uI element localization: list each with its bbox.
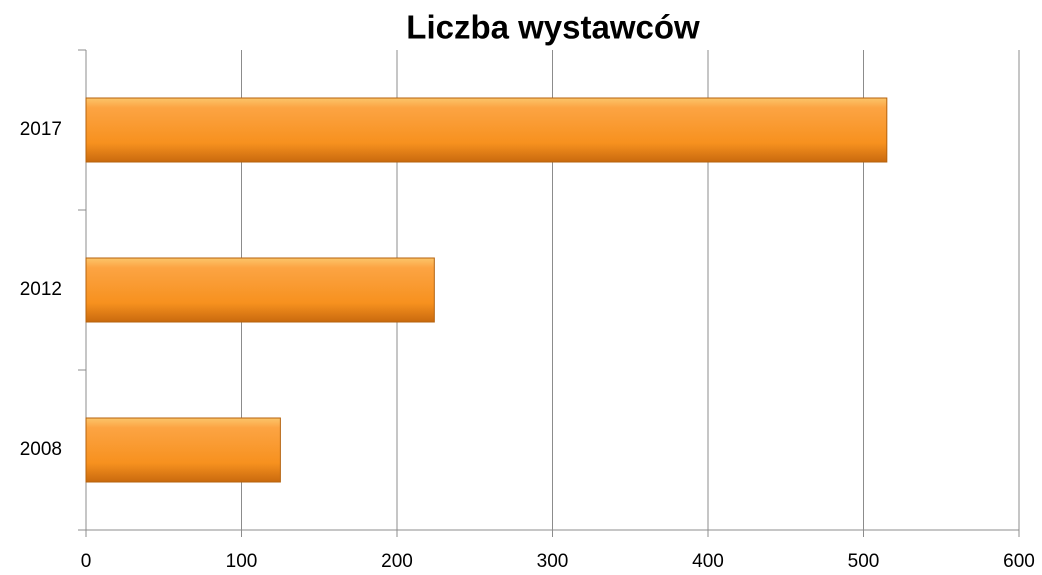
bar [85,257,435,323]
bar [85,417,281,483]
x-tick-label: 500 [848,551,880,572]
x-tick-label: 600 [1003,551,1035,572]
x-tick-label: 300 [537,551,569,572]
y-tick-label: 2012 [20,279,62,300]
x-tick-label: 200 [381,551,413,572]
y-tick-label: 2017 [20,119,62,140]
chart-title: Liczba wystawców [406,9,700,46]
x-tick-label: 400 [692,551,724,572]
bar [85,97,888,163]
x-tick-label: 0 [81,551,92,572]
x-tick-label: 100 [226,551,258,572]
y-tick-label: 2008 [20,439,62,460]
